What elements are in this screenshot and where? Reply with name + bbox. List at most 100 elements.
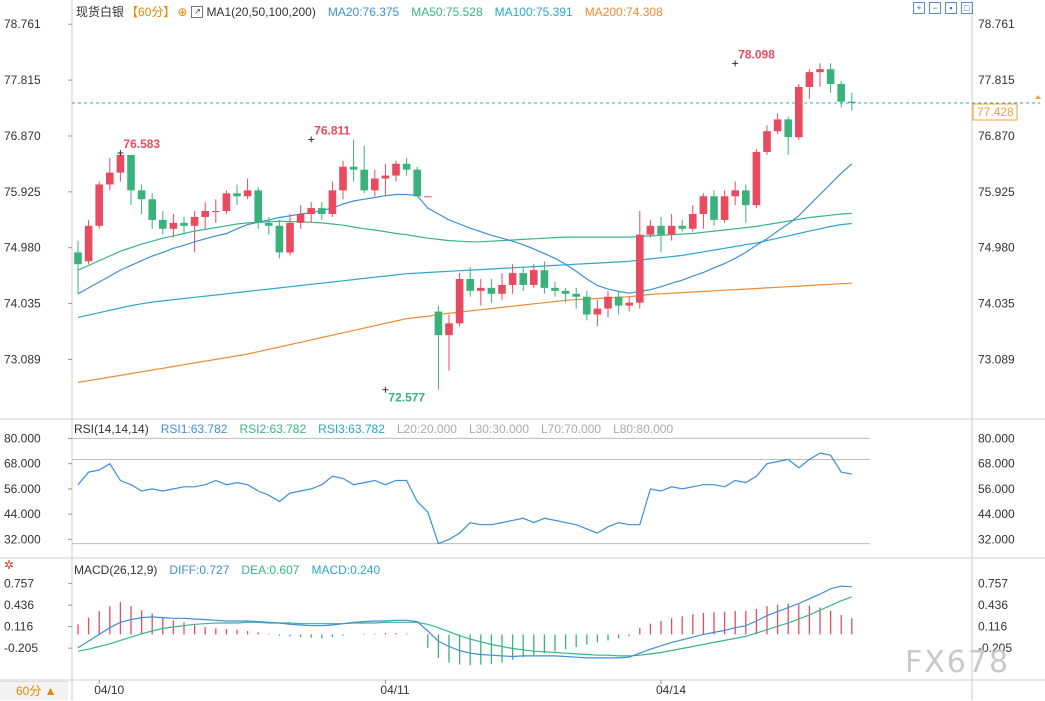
l80-value: L80:80.000 — [613, 422, 674, 436]
price-tick-right-3: 75.925 — [978, 185, 1015, 199]
rsi3-value: RSI3:63.782 — [318, 422, 385, 436]
price-tick-right-6: 73.089 — [978, 352, 1015, 366]
candle-body — [752, 151, 761, 206]
period-tag[interactable]: 【60分】 — [126, 5, 176, 19]
candle-body — [625, 302, 633, 306]
candle-body — [339, 166, 347, 191]
rsi-line — [77, 452, 852, 545]
candle-body — [265, 222, 273, 226]
expand-icon[interactable]: □ — [961, 2, 973, 14]
price-tick-left-6: 73.089 — [4, 352, 41, 366]
ma50-value: MA50:75.528 — [411, 4, 483, 19]
price-tick-right-0: 78.761 — [978, 17, 1015, 31]
candle-body — [254, 190, 262, 223]
ma20-value: MA20:76.375 — [327, 4, 400, 19]
candle-body — [127, 154, 135, 191]
indicator-settings-icon[interactable]: ↗ — [191, 5, 204, 18]
candle-body — [392, 163, 400, 176]
candle-body — [106, 172, 114, 185]
candle-body — [307, 208, 315, 214]
time-label-2: 04/14 — [656, 683, 686, 697]
rsi-tick-right-3: 44.000 — [978, 507, 1015, 521]
macd-tick-right-2: 0.116 — [978, 620, 1007, 634]
time-label-1: 04/11 — [380, 683, 409, 697]
price-annotation-2: 72.577 — [388, 391, 425, 405]
candle-body — [742, 190, 750, 206]
candle-body — [773, 119, 782, 132]
candle-body — [169, 222, 178, 229]
candle-body — [95, 184, 103, 226]
rsi-tick-right-0: 80.000 — [978, 431, 1015, 445]
candle-body — [148, 199, 156, 220]
candle-body — [710, 196, 718, 220]
shrink-icon[interactable]: ▪ — [945, 2, 957, 14]
macd-tick-left-3: -0.205 — [4, 641, 38, 655]
diff-line — [77, 585, 852, 659]
ma100-value: MA100:75.391 — [494, 4, 573, 19]
price-tick-left-3: 75.925 — [4, 185, 41, 199]
gear-icon[interactable]: ✲ — [4, 558, 15, 572]
ma-params: MA1(20,50,100,200) — [206, 4, 316, 19]
diff-value: DIFF:0.727 — [169, 563, 230, 577]
ma100-line — [77, 222, 852, 318]
candle-body — [848, 101, 856, 103]
candle-body — [275, 225, 284, 253]
candle-body — [371, 178, 379, 191]
zoom-out-icon[interactable]: − — [929, 2, 941, 14]
price-tick-right-5: 74.035 — [978, 297, 1015, 311]
candle-body — [349, 166, 358, 170]
dea-line — [77, 596, 853, 657]
time-label-0: 04/10 — [94, 683, 124, 697]
rsi-tick-right-4: 32.000 — [978, 532, 1015, 546]
rsi-label[interactable]: RSI(14,14,14) — [74, 422, 149, 436]
candle-body — [466, 279, 474, 291]
price-annotation-0: 76.583 — [123, 137, 160, 151]
macd-value: MACD:0.240 — [311, 563, 381, 577]
l20-value: L20:20.000 — [396, 422, 457, 436]
rsi-tick-right-2: 56.000 — [978, 482, 1015, 496]
candle-body — [413, 169, 421, 197]
candle-body — [180, 222, 188, 226]
watermark-logo: FX678 — [905, 645, 1011, 680]
candle-body — [360, 169, 368, 191]
candle-body — [328, 190, 337, 214]
price-tick-left-2: 76.870 — [4, 129, 41, 143]
candle-body — [222, 193, 231, 212]
ma-indicator-label[interactable]: ↗ MA1(20,50,100,200) — [191, 4, 316, 19]
price-tick-left-5: 74.035 — [4, 297, 41, 311]
macd-label[interactable]: MACD(26,12,9) — [74, 563, 158, 577]
rsi-tick-left-3: 44.000 — [4, 507, 41, 521]
candle-body — [530, 270, 538, 285]
candle-body — [477, 287, 485, 291]
candle-body — [74, 252, 82, 265]
candle-body — [137, 190, 146, 200]
zoom-in-icon[interactable]: + — [913, 2, 925, 14]
macd-tick-left-2: 0.116 — [4, 620, 33, 634]
l70-value: L70:70.000 — [541, 422, 602, 436]
macd-tick-right-0: 0.757 — [978, 577, 1008, 591]
macd-tick-right-1: 0.436 — [978, 598, 1008, 612]
add-circle-icon[interactable]: ⊕ — [177, 4, 188, 19]
price-tick-left-4: 74.980 — [4, 241, 41, 255]
macd-tick-right-3: -0.205 — [978, 641, 1012, 655]
candle-body — [593, 308, 602, 315]
candle-body — [233, 193, 241, 197]
price-tick-left-1: 77.815 — [4, 73, 41, 87]
candle-body — [572, 293, 580, 297]
price-tick-right-4: 74.980 — [978, 241, 1015, 255]
candle-body — [487, 287, 496, 294]
l30-value: L30:30.000 — [468, 422, 529, 436]
rsi-tick-left-4: 32.000 — [4, 532, 41, 546]
period-select-button[interactable]: 60分 ▲ — [0, 681, 68, 700]
candle-body — [720, 196, 729, 220]
price-annotation-3: 78.098 — [738, 47, 775, 61]
price-tick-left-0: 78.761 — [4, 17, 41, 31]
candle-body — [84, 225, 93, 262]
candle-body — [455, 279, 464, 324]
candle-body — [424, 196, 432, 198]
ma200-value: MA200:74.308 — [584, 4, 663, 19]
last-price-tag: 77.428 — [977, 105, 1014, 119]
candle-body — [614, 296, 623, 306]
main-chart-header: 现货白银 【60分】 ⊕ ↗ MA1(20,50,100,200) MA20:7… — [76, 3, 663, 20]
